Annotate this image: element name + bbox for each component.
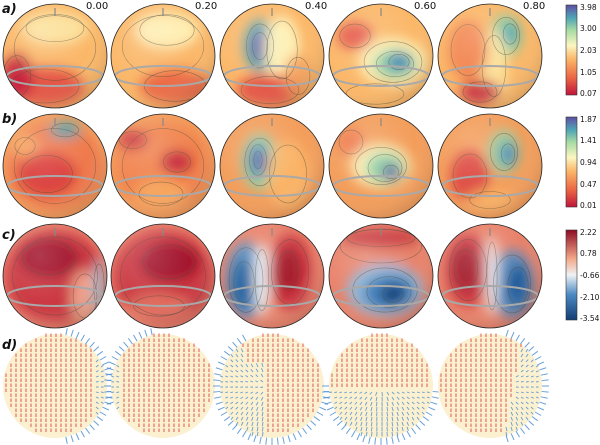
colorbar-a-tick-4: 0.07 [580,89,597,98]
stellar-map-row0-phase3 [329,4,433,108]
phase-label-3: 0.60 [414,1,437,12]
colorbar-c-tick-3: -2.10 [580,293,600,302]
colorbar-b-tick-2: 0.94 [580,158,597,167]
vector-field-phase0 [3,328,114,444]
colorbar-a [565,4,578,96]
vector-field-phase1 [104,328,215,438]
colorbar-b-tick-0: 1.87 [580,115,597,124]
colorbar-b-tick-3: 0.47 [580,180,597,189]
stellar-map-row2-phase4 [438,224,542,328]
vector-field-phase3 [322,333,440,445]
colorbar-a-tick-1: 3.00 [580,24,597,33]
colorbar-a-tick-0: 3.98 [580,3,597,12]
vector-field-phase4 [438,329,549,443]
colorbar-c-tick-0: 2.22 [580,228,597,237]
stellar-map-row2-phase0 [3,224,107,328]
stellar-map-row0-phase4 [438,4,542,108]
stellar-map-row1-phase1 [111,114,215,218]
vector-field-phase2 [213,333,331,445]
row-label-d: d) [2,338,18,353]
stellar-map-row2-phase3 [329,224,433,328]
phase-label-2: 0.40 [305,1,328,12]
row-label-a: a) [2,2,17,17]
phase-label-4: 0.80 [523,1,546,12]
stellar-map-row1-phase2 [220,114,324,218]
stellar-map-row2-phase2 [220,224,324,328]
stellar-map-row1-phase0 [3,114,107,218]
colorbar-c-tick-2: -0.66 [580,271,600,280]
phase-label-1: 0.20 [195,1,218,12]
colorbar-c-tick-1: 0.78 [580,249,597,258]
stellar-map-row0-phase0 [3,4,107,108]
stellar-map-row2-phase1 [111,224,215,328]
stellar-map-row0-phase2 [220,4,324,108]
colorbar-c [565,229,578,321]
stellar-map-row1-phase3 [329,114,433,218]
colorbar-c-tick-4: -3.54 [580,314,600,323]
row-label-c: c) [2,228,16,243]
stellar-map-row0-phase1 [111,4,215,108]
colorbar-a-tick-2: 2.03 [580,46,597,55]
colorbar-b-tick-4: 0.01 [580,201,597,210]
phase-label-0: 0.00 [86,1,109,12]
stellar-map-row1-phase4 [438,114,542,218]
row-label-b: b) [2,112,18,127]
colorbar-b-tick-1: 1.41 [580,136,597,145]
colorbar-b [565,116,578,208]
colorbar-a-tick-3: 1.05 [580,68,597,77]
